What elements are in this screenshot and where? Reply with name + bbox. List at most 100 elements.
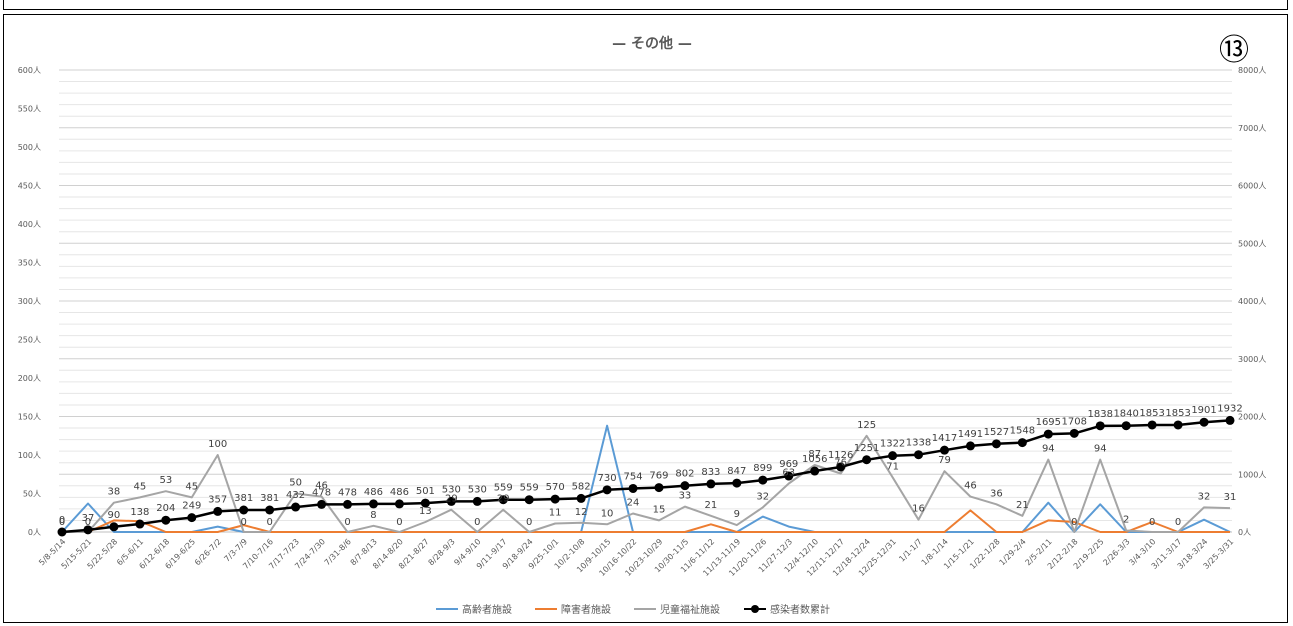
data-point xyxy=(1121,421,1131,431)
data-label: 15 xyxy=(653,504,666,515)
data-point xyxy=(784,471,794,481)
data-label: 582 xyxy=(572,481,591,492)
data-point xyxy=(602,485,612,495)
data-label: 381 xyxy=(260,493,279,504)
data-point xyxy=(576,493,586,503)
y-right-tick-label: 2000人 xyxy=(1238,413,1266,422)
data-label: 8 xyxy=(370,510,376,521)
data-point xyxy=(394,499,404,509)
data-point xyxy=(939,445,949,455)
data-label: 249 xyxy=(182,501,201,512)
data-label: 1527 xyxy=(984,427,1009,438)
data-label: 1251 xyxy=(854,443,879,454)
gridlines xyxy=(59,69,1232,533)
x-tick-label: 6/26-7/2 xyxy=(193,537,223,567)
data-label: 79 xyxy=(938,455,951,466)
data-point xyxy=(420,498,430,508)
data-point xyxy=(1147,420,1157,430)
data-label: 559 xyxy=(494,483,513,494)
data-point xyxy=(991,439,1001,449)
data-label: 1853 xyxy=(1165,408,1190,419)
data-label: 1338 xyxy=(906,438,931,449)
data-point xyxy=(317,499,327,509)
data-label: 1838 xyxy=(1087,409,1112,420)
data-label: 53 xyxy=(159,475,172,486)
data-point xyxy=(862,455,872,465)
y-right-tick-label: 5000人 xyxy=(1238,239,1266,248)
data-label: 1840 xyxy=(1113,409,1138,420)
data-label: 29 xyxy=(445,494,458,505)
data-label: 87 xyxy=(808,449,821,460)
data-label: 1417 xyxy=(932,433,957,444)
data-point xyxy=(628,483,638,493)
data-label: 50 xyxy=(289,478,302,489)
x-tick-label: 2/26-3/3 xyxy=(1101,537,1131,567)
data-label: 0 xyxy=(1071,517,1077,528)
line-chart: — その他 — ⑬ 0人50人100人150人200人250人300人350人4… xyxy=(18,33,1267,616)
series-line xyxy=(61,419,1231,534)
data-label: 1548 xyxy=(1010,426,1035,437)
data-label: 0 xyxy=(266,517,272,528)
data-point xyxy=(810,466,820,476)
data-label: 21 xyxy=(705,500,718,511)
data-label: 90 xyxy=(108,510,121,521)
data-label: 46 xyxy=(315,481,328,492)
y-right-tick-label: 4000人 xyxy=(1238,297,1266,306)
data-point xyxy=(161,515,171,525)
chart-number-badge: ⑬ xyxy=(1219,33,1249,68)
data-label: 45 xyxy=(185,481,198,492)
data-label: 486 xyxy=(364,487,383,498)
data-point xyxy=(368,499,378,509)
data-label: 11 xyxy=(549,508,562,519)
data-point xyxy=(498,495,508,505)
legend-entry: 感染者数累計 xyxy=(770,603,830,616)
data-label: 381 xyxy=(234,493,253,504)
data-label: 0 xyxy=(1149,517,1155,528)
data-label: 24 xyxy=(627,498,640,509)
data-point xyxy=(758,475,768,485)
y-left-tick-label: 400人 xyxy=(18,220,41,229)
data-label: 46 xyxy=(964,481,977,492)
data-label: 833 xyxy=(701,467,720,478)
data-point xyxy=(965,441,975,451)
data-label: 1932 xyxy=(1217,403,1242,414)
data-label: 969 xyxy=(779,459,798,470)
data-label: 530 xyxy=(442,484,461,495)
series-lines xyxy=(61,419,1231,534)
data-label: 0 xyxy=(59,517,65,528)
x-tick-label: 1/29-2/4 xyxy=(998,537,1028,567)
data-label: 559 xyxy=(520,483,539,494)
x-axis: 5/8-5/145/15-5/215/22-5/286/5-6/116/12-6… xyxy=(37,537,1235,578)
y-right-tick-label: 6000人 xyxy=(1238,182,1266,191)
data-label: 0 xyxy=(59,515,65,526)
data-label: 1126 xyxy=(828,450,853,461)
series-line xyxy=(62,434,1231,533)
data-point xyxy=(680,481,690,491)
data-label: 100 xyxy=(208,439,227,450)
data-label: 769 xyxy=(649,471,668,482)
data-point xyxy=(239,505,249,515)
legend-marker xyxy=(751,605,759,613)
data-label: 357 xyxy=(208,494,227,505)
y-left-tick-label: 200人 xyxy=(18,374,41,383)
data-label: 1901 xyxy=(1191,405,1216,416)
data-label: 29 xyxy=(497,494,510,505)
y-left-tick-label: 600人 xyxy=(18,66,41,75)
data-point xyxy=(1043,429,1053,439)
data-label: 2 xyxy=(1123,514,1129,525)
data-point xyxy=(550,494,560,504)
series-markers xyxy=(57,415,1235,537)
data-label: 899 xyxy=(753,463,772,474)
data-label: 501 xyxy=(416,486,435,497)
y-right-tick-label: 7000人 xyxy=(1238,124,1266,133)
legend-entry: 障害者施設 xyxy=(561,603,611,616)
y-left-tick-label: 0人 xyxy=(28,528,41,537)
data-label: 486 xyxy=(390,487,409,498)
data-label: 1322 xyxy=(880,439,905,450)
y-left-tick-label: 100人 xyxy=(18,451,41,460)
legend-entry: 児童福祉施設 xyxy=(660,603,720,616)
y-left-tick-label: 350人 xyxy=(18,259,41,268)
data-point xyxy=(109,522,119,532)
data-label: 0 xyxy=(241,517,247,528)
data-label: 432 xyxy=(286,490,305,501)
